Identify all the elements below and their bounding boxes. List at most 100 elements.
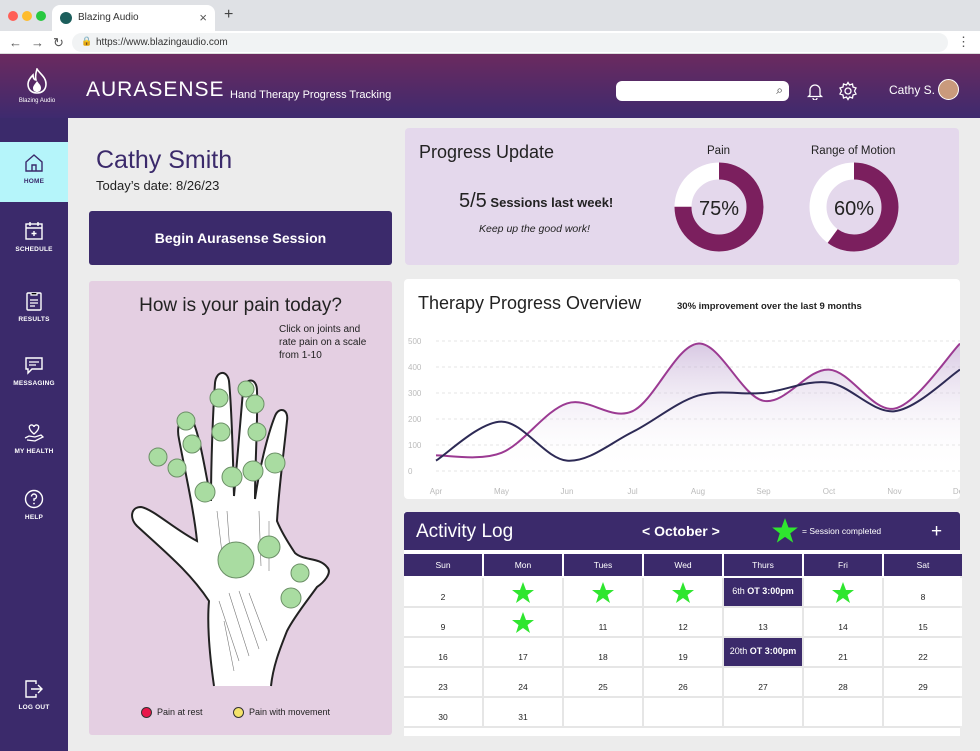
joint-index-mcp[interactable] [264,452,286,474]
joint-pinky-pip[interactable] [148,447,168,467]
day-header: Sat [884,554,962,576]
calendar-cell[interactable]: 31 [484,698,562,726]
sidebar-item-messaging[interactable]: MESSAGING [0,344,68,404]
calendar-cell[interactable] [724,698,802,726]
calendar-cell[interactable]: 27 [724,668,802,696]
joint-pinky-mcp[interactable] [194,481,216,503]
calendar-cell[interactable] [644,698,722,726]
search-input[interactable]: ⌕ [616,81,789,101]
calendar-cell[interactable] [884,698,962,726]
joint-thumb-mcp[interactable] [290,563,310,583]
browser-tab[interactable]: Blazing Audio × [52,5,215,31]
calendar-cell[interactable]: 13 [724,608,802,636]
calendar-cell[interactable]: 25 [564,668,642,696]
sidebar-item-results[interactable]: RESULTS [0,280,68,340]
calendar-cell[interactable]: 19 [644,638,722,666]
window-minimize-dot[interactable] [22,11,32,21]
joint-ring-mcp[interactable] [221,466,243,488]
flame-logo-icon[interactable] [26,68,48,94]
joint-index-tip[interactable] [237,380,255,398]
logout-button[interactable]: LOG OUT [0,668,68,728]
joint-index-dip[interactable] [247,422,267,442]
gear-icon[interactable] [838,81,858,101]
activity-header: Activity Log < October > = Session compl… [404,512,960,550]
window-close-dot[interactable] [8,11,18,21]
joint-wrist-ulnar[interactable] [257,535,281,559]
calendar-cell[interactable]: 9 [404,608,482,636]
appointment-block[interactable]: 6th OT 3:00pm [724,578,802,606]
calendar-cell[interactable] [564,698,642,726]
calendar-cell[interactable] [564,578,642,606]
overview-subtitle: 30% improvement over the last 9 months [677,301,862,312]
reload-icon[interactable]: ↻ [53,35,64,50]
calendar-cell[interactable]: 11 [564,608,642,636]
x-tick-label: May [494,487,509,496]
pain-ring-label: Pain [707,145,731,157]
calendar-cell[interactable]: 26 [644,668,722,696]
calendar-cell[interactable]: 8 [884,578,962,606]
url-text[interactable]: https://www.blazingaudio.com [96,37,228,48]
calendar-cell[interactable] [484,578,562,606]
y-tick-label: 500 [408,337,422,346]
new-tab-button[interactable]: + [224,6,234,23]
calendar-cell[interactable]: 24 [484,668,562,696]
joint-pinky-dip[interactable] [167,458,187,478]
joint-index-pip[interactable] [245,394,265,414]
calendar-cell[interactable] [804,698,882,726]
avatar[interactable] [938,79,959,100]
appointment-block[interactable]: 20th OT 3:00pm [724,638,802,666]
calendar-cell[interactable]: 30 [404,698,482,726]
tab-close-icon[interactable]: × [199,10,207,25]
joint-markers[interactable] [148,380,310,609]
month-selector[interactable]: < October > [642,523,720,539]
joint-ring-pip[interactable] [176,411,196,431]
calendar-day-number: 21 [838,652,848,662]
calendar-cell[interactable]: 16 [404,638,482,666]
calendar-cell[interactable]: 15 [884,608,962,636]
browser-menu-icon[interactable]: ⋮ [957,34,970,49]
lock-icon: 🔒 [81,36,93,46]
calendar-cell[interactable]: 29 [884,668,962,696]
calendar-cell[interactable] [644,578,722,606]
begin-session-button[interactable]: Begin Aurasense Session [89,211,392,265]
calendar-cell[interactable] [484,608,562,636]
calendar-cell[interactable]: 6th OT 3:00pm [724,578,802,606]
calendar-cell[interactable]: 21 [804,638,882,666]
sidebar-item-home[interactable]: HOME [0,142,68,202]
add-session-button[interactable]: + [931,521,943,542]
calendar-cell[interactable]: 20th OT 3:00pm [724,638,802,666]
joint-middle-mcp[interactable] [242,460,264,482]
pain-progress-ring: 75% [674,162,764,252]
sidebar-item-help[interactable]: HELP [0,478,68,538]
forward-icon[interactable]: → [31,35,44,50]
rom-ring-value: 60% [834,198,874,220]
tab-title: Blazing Audio [78,12,139,23]
joint-wrist[interactable] [217,541,255,579]
sidebar-item-schedule[interactable]: SCHEDULE [0,210,68,270]
calendar-cell[interactable]: 23 [404,668,482,696]
session-star-icon [512,612,534,633]
user-name[interactable]: Cathy S. [889,83,936,97]
calendar-cell[interactable]: 12 [644,608,722,636]
bell-icon[interactable] [806,82,824,100]
calendar-icon [25,222,43,240]
calendar-day-number: 13 [758,622,768,632]
search-icon[interactable]: ⌕ [776,83,783,97]
calendar-cell[interactable]: 14 [804,608,882,636]
calendar-cell[interactable]: 22 [884,638,962,666]
window-maximize-dot[interactable] [36,11,46,21]
calendar-cell[interactable] [804,578,882,606]
joint-thumb-cmc[interactable] [280,587,302,609]
joint-middle-dip[interactable] [211,422,231,442]
url-bar[interactable]: 🔒 https://www.blazingaudio.com [72,33,948,52]
sidebar-item-my-health[interactable]: MY HEALTH [0,412,68,472]
sessions-count: 5/5 [459,190,487,212]
back-icon[interactable]: ← [9,35,22,50]
series-line-1 [435,368,960,462]
calendar-cell[interactable]: 18 [564,638,642,666]
calendar-cell[interactable]: 2 [404,578,482,606]
calendar-cell[interactable]: 17 [484,638,562,666]
calendar-cell[interactable]: 28 [804,668,882,696]
joint-middle-pip[interactable] [209,388,229,408]
joint-ring-dip[interactable] [182,434,202,454]
